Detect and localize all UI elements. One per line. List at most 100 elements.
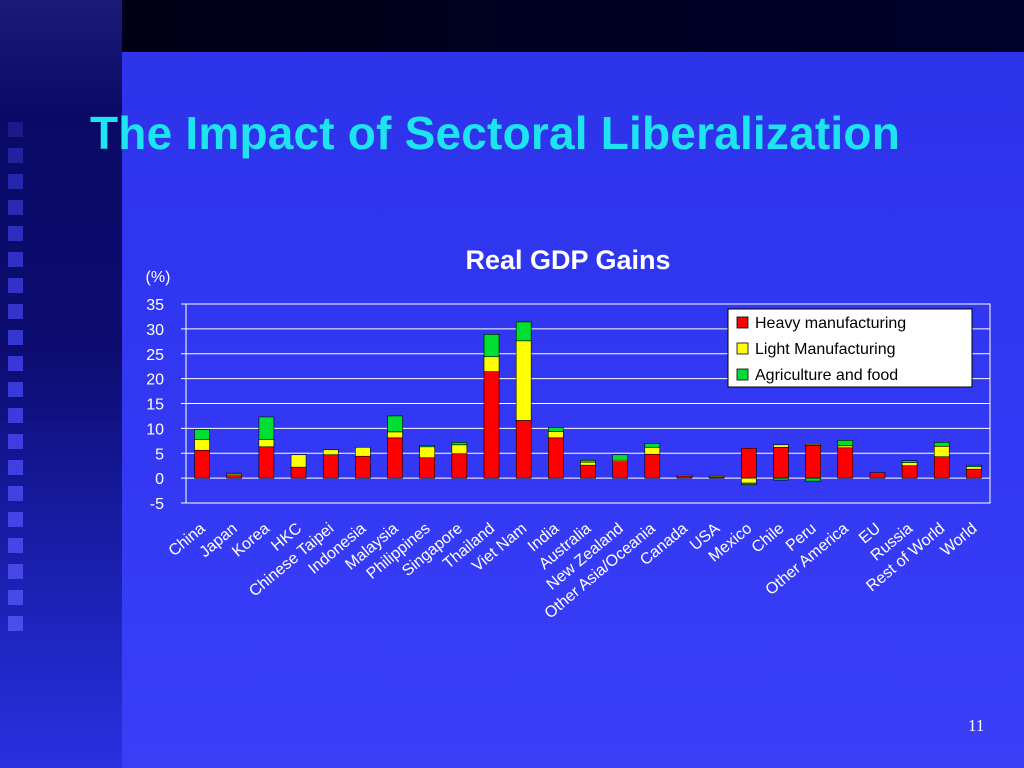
- bar-segment: [419, 457, 436, 479]
- bar-segment: [740, 482, 757, 485]
- bar-segment: [869, 472, 886, 474]
- decor-square: [8, 148, 23, 163]
- y-tick-label: 5: [155, 446, 164, 463]
- left-decorative-strip: [0, 0, 122, 768]
- x-tick-label: Chile: [749, 520, 788, 557]
- y-tick-label: 30: [146, 322, 164, 339]
- bar-segment: [451, 453, 468, 479]
- bar-segment: [612, 461, 628, 479]
- bar-segment: [355, 455, 371, 479]
- bar-segment: [933, 456, 950, 479]
- legend-swatch: [736, 368, 749, 381]
- bar-segment: [451, 444, 468, 455]
- bar-segment: [451, 442, 468, 446]
- decor-square: [8, 512, 23, 527]
- decor-square: [8, 408, 23, 423]
- decor-square: [8, 330, 23, 345]
- bar-segment: [515, 340, 532, 421]
- y-tick-label: 25: [146, 347, 164, 364]
- bar-segment: [805, 444, 821, 479]
- decor-square: [8, 616, 23, 631]
- page-number: 11: [968, 716, 985, 735]
- decor-square: [8, 226, 23, 241]
- x-tick-label: Korea: [229, 520, 273, 561]
- bar-segment: [966, 464, 982, 467]
- decor-square: [8, 538, 23, 553]
- bar-segment: [612, 454, 628, 461]
- bar-segment: [933, 445, 950, 458]
- bar-segment: [966, 466, 982, 470]
- bar-segment: [226, 472, 243, 475]
- decor-square: [8, 278, 23, 293]
- bar-segment: [644, 446, 661, 455]
- decor-square: [8, 460, 23, 475]
- bar-segment: [419, 446, 436, 459]
- bar-segment: [258, 439, 275, 448]
- decor-square: [8, 382, 23, 397]
- legend-label: Heavy manufacturing: [755, 315, 906, 332]
- decor-square: [8, 174, 23, 189]
- bar-segment: [837, 440, 854, 447]
- y-tick-label: 10: [146, 421, 164, 438]
- bar-segment: [290, 454, 307, 468]
- legend-box: [727, 308, 973, 388]
- bar-segment: [966, 468, 982, 479]
- legend-swatch: [736, 316, 749, 329]
- bar-segment: [515, 420, 532, 479]
- bar-segment: [740, 477, 757, 484]
- bar-segment: [483, 371, 500, 479]
- bar-segment: [290, 466, 307, 479]
- top-band: [122, 0, 1024, 52]
- x-tick-label: Japan: [196, 520, 240, 561]
- bar-segment: [515, 321, 532, 342]
- bar-segment: [644, 442, 661, 448]
- bar-segment: [419, 444, 436, 448]
- bars-group: [194, 321, 982, 485]
- bar-segment: [322, 454, 339, 479]
- x-tick-label: World: [938, 520, 981, 560]
- y-tick-label: 20: [146, 372, 164, 389]
- legend-label: Agriculture and food: [755, 367, 898, 384]
- bar-segment: [837, 447, 854, 479]
- legend-label: Light Manufacturing: [755, 341, 896, 358]
- bar-segment: [548, 427, 564, 432]
- legend: Heavy manufacturing Light Manufacturing Ag…: [727, 308, 973, 388]
- bar-segment: [483, 356, 500, 372]
- bar-segment: [773, 444, 789, 448]
- bar-segment: [901, 460, 918, 464]
- bar-segment: [708, 475, 725, 478]
- bar-segment: [740, 447, 757, 479]
- y-tick-labels: 35 30 25 20 15 10 5 0 -5: [146, 297, 164, 513]
- y-axis-unit-label: (%): [146, 269, 171, 286]
- legend-swatch: [736, 342, 749, 355]
- y-tick-label: 35: [146, 297, 164, 314]
- bar-segment: [226, 475, 243, 479]
- decor-square: [8, 356, 23, 371]
- bar-segment: [933, 442, 950, 447]
- bar-segment: [644, 453, 661, 479]
- y-tick-label: 0: [155, 471, 164, 488]
- decor-square: [8, 434, 23, 449]
- decor-square: [8, 564, 23, 579]
- bar-segment: [194, 439, 210, 451]
- decor-square: [8, 486, 23, 501]
- bar-segment: [676, 474, 693, 477]
- bar-segment: [194, 429, 210, 440]
- bar-segment: [483, 334, 500, 358]
- bar-segment: [258, 446, 275, 479]
- bar-segment: [901, 462, 918, 466]
- bar-segment: [580, 459, 596, 463]
- bar-segment: [387, 437, 403, 479]
- bar-segment: [901, 465, 918, 479]
- decor-square: [8, 590, 23, 605]
- slide-title: The Impact of Sectoral Liberalization: [90, 107, 900, 159]
- y-tick-label: -5: [150, 496, 164, 513]
- bar-segment: [194, 449, 210, 479]
- decor-square: [8, 304, 23, 319]
- bar-segment: [322, 449, 339, 456]
- bar-segment: [580, 464, 596, 479]
- y-tick-label: 15: [146, 397, 164, 414]
